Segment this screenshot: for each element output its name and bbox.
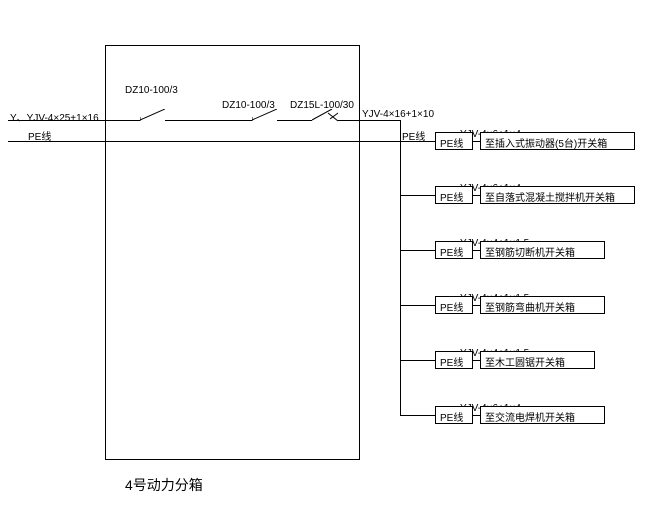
branch3-box: 至钢筋切断机开关箱 [480, 241, 605, 259]
branch3-text: 至钢筋切断机开关箱 [485, 248, 575, 259]
branch1-pe-label: PE线 [440, 139, 463, 150]
inner-line-seg2 [165, 120, 252, 121]
diagram-title: 4号动力分箱 [125, 475, 203, 495]
outgoing-pe-line-ext [360, 141, 400, 142]
branch5-pe-label: PE线 [440, 358, 463, 369]
breaker1-symbol [140, 109, 165, 121]
branch4-box: 至钢筋弯曲机开关箱 [480, 296, 605, 314]
breaker1-label: DZ10-100/3 [125, 85, 178, 96]
inner-line-seg4 [338, 120, 360, 121]
branch2-text: 至自落式混凝土搅拌机开关箱 [485, 193, 615, 204]
vertical-bus [400, 120, 401, 415]
inner-pe-line [105, 141, 360, 142]
branch6-box: 至交流电焊机开关箱 [480, 406, 605, 424]
branch6-pe-label: PE线 [440, 413, 463, 424]
branch6-text: 至交流电焊机开关箱 [485, 413, 575, 424]
branch4-text: 至钢筋弯曲机开关箱 [485, 303, 575, 314]
branch4-pe-box: PE线 [435, 296, 473, 314]
branch2-box: 至自落式混凝土搅拌机开关箱 [480, 186, 635, 204]
branch3-pe-label: PE线 [440, 248, 463, 259]
branch6-pe-box: PE线 [435, 406, 473, 424]
fuse-symbol [312, 109, 338, 123]
inner-line-seg1 [105, 120, 140, 121]
breaker2-label: DZ10-100/3 [222, 100, 275, 111]
branch1-pe-box: PE线 [435, 132, 473, 150]
branch5-text: 至木工圆锯开关箱 [485, 358, 565, 369]
outgoing-line-top [360, 120, 400, 121]
branch1-text: 至插入式振动器(5台)开关箱 [485, 139, 607, 150]
outgoing-cable-label: YJV-4×16+1×10 [362, 109, 434, 120]
branch4-pe-label: PE线 [440, 303, 463, 314]
incoming-cable-label: Y、YJV-4×25+1×16 [10, 109, 99, 124]
branch1-pe-inner: PE线 [402, 128, 425, 143]
branch5-pe-box: PE线 [435, 351, 473, 369]
branch3-pe-box: PE线 [435, 241, 473, 259]
branch5-box: 至木工圆锯开关箱 [480, 351, 595, 369]
fuse-label: DZ15L-100/30 [290, 100, 354, 111]
branch2-pe-box: PE线 [435, 186, 473, 204]
incoming-line-bottom [8, 141, 105, 142]
branch1-box: 至插入式振动器(5台)开关箱 [480, 132, 635, 150]
incoming-line-top [8, 120, 105, 121]
inner-line-seg3 [277, 120, 312, 121]
electrical-diagram: Y、YJV-4×25+1×16 PE线 DZ10-100/3 DZ10-100/… [0, 0, 651, 531]
branch2-pe-label: PE线 [440, 193, 463, 204]
